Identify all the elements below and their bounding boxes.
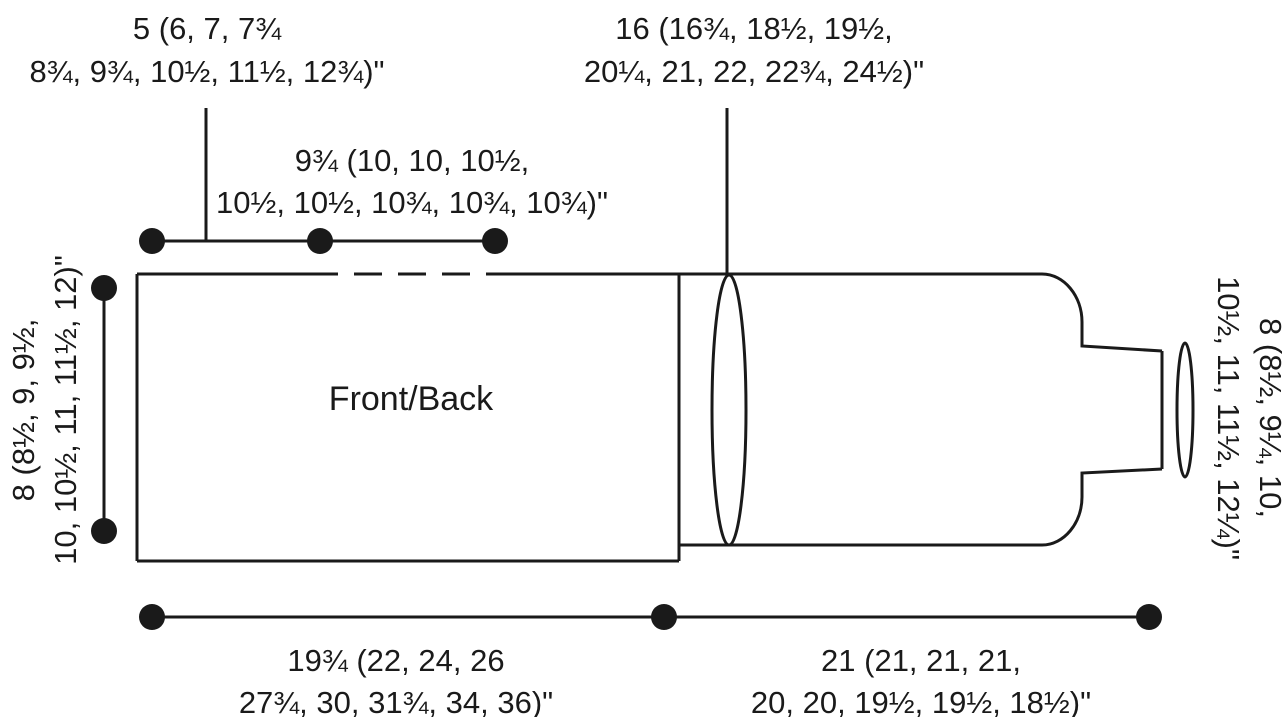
bottom-dot-right: [1136, 604, 1162, 630]
armhole-depth-line2: 10, 10½, 11, 11½, 12)": [48, 255, 83, 565]
upper-arm-ellipse: [710, 273, 748, 547]
armhole-dot-top: [91, 275, 117, 301]
shoulder-width-line1: 5 (6, 7, 7¾: [133, 11, 282, 46]
sleeve-length-line2: 20, 20, 19½, 19½, 18½)": [751, 685, 1091, 717]
bottom-dimension: [139, 604, 1162, 630]
sleeve: [679, 272, 1195, 547]
armhole-dot-bottom: [91, 518, 117, 544]
bottom-dot-left: [139, 604, 165, 630]
panel-name: Front/Back: [329, 380, 494, 418]
cuff-ellipse: [1175, 341, 1195, 479]
armhole-depth-line1: 8 (8½, 9, 9½,: [6, 319, 41, 502]
top-dimension-dot-left: [139, 228, 165, 254]
cuff-label: 8 (8½, 9¼, 10, 10½, 11, 11½, 12¼)": [1211, 276, 1288, 560]
sleeve-top-outline: [679, 272, 1163, 353]
cuff-line2: 10½, 11, 11½, 12¼)": [1211, 276, 1246, 560]
cuff-line1: 8 (8½, 9¼, 10,: [1253, 318, 1288, 518]
shoulder-neck-dimension: [139, 108, 508, 254]
armhole-dimension: [91, 275, 117, 544]
neck-width-line2: 10½, 10½, 10¾, 10¾, 10¾)": [216, 185, 608, 220]
armhole-depth-label: 8 (8½, 9, 9½, 10, 10½, 11, 11½, 12)": [6, 255, 83, 565]
body-width-line1: 19¾ (22, 24, 26: [287, 643, 504, 678]
shoulder-width-line2: 8¾, 9¾, 10½, 11½, 12¾)": [29, 54, 384, 89]
sleeve-length-line1: 21 (21, 21, 21,: [821, 643, 1021, 678]
front-back-panel: Front/Back: [135, 272, 681, 563]
bottom-dot-middle: [651, 604, 677, 630]
upper-arm-line1: 16 (16¾, 18½, 19½,: [615, 11, 893, 46]
top-dimension-dot-middle: [307, 228, 333, 254]
body-width-line2: 27¾, 30, 31¾, 34, 36)": [239, 685, 553, 717]
sleeve-bottom-outline: [679, 467, 1163, 547]
upper-arm-line2: 20¼, 21, 22, 22¾, 24½)": [584, 54, 924, 89]
top-dimension-dot-right: [482, 228, 508, 254]
neck-width-line1: 9¾ (10, 10, 10½,: [295, 143, 529, 178]
